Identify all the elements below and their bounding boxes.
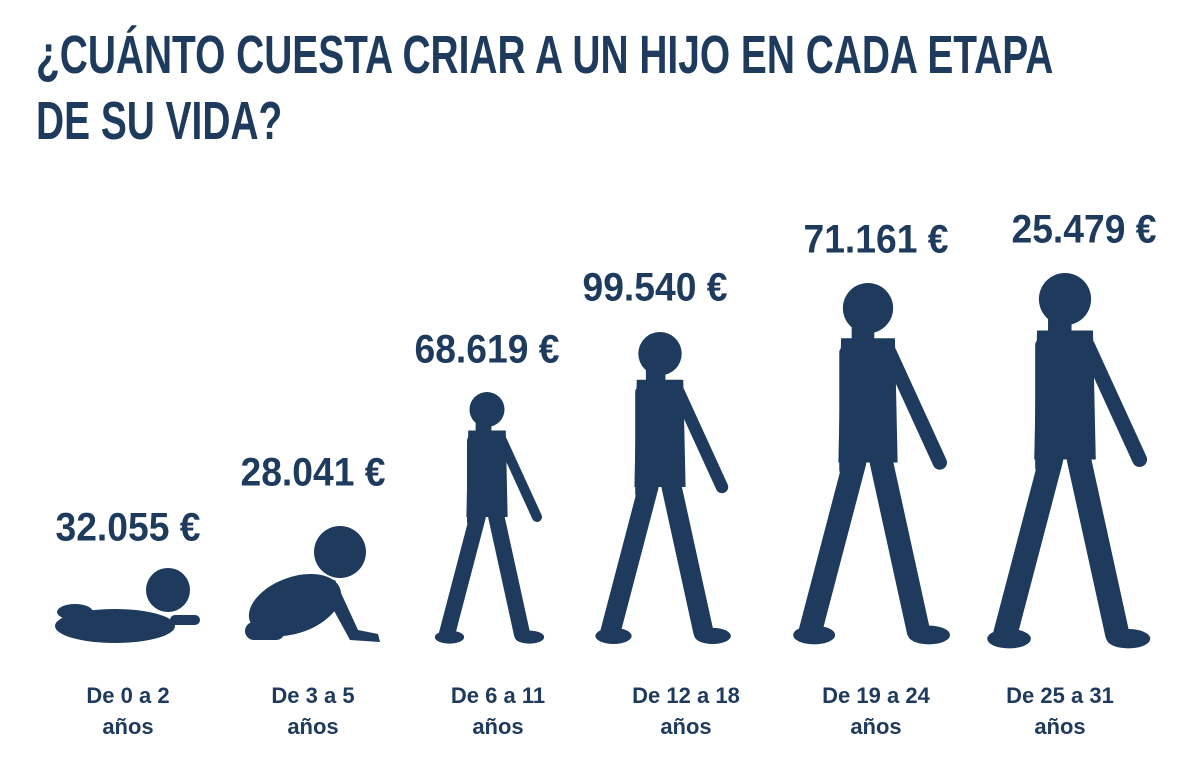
head [146,568,190,612]
silhouette [595,332,731,645]
leg [1066,447,1130,647]
leg [57,604,93,620]
leg [245,622,285,640]
stage-amount: 99.540 € [583,266,728,310]
stage-label: años [1034,714,1085,739]
stage-label: De 25 a 31 [1006,683,1114,708]
stage-label: De 19 a 24 [822,683,930,708]
stage-amount: 68.619 € [415,328,560,372]
silhouette [793,283,951,645]
head [314,526,366,578]
body [248,573,342,637]
arm [882,345,947,470]
leg [600,476,659,642]
silhouette [434,392,545,644]
stage-label: años [102,714,153,739]
stage-label: años [472,714,523,739]
stage-amount: 28.041 € [241,451,386,495]
arm [497,435,542,522]
stage-label: De 3 a 5 [271,683,354,708]
title-line: ¿CUÁNTO CUESTA CRIAR A UN HIJO EN CADA E… [36,25,1054,85]
stage-amount: 71.161 € [804,218,949,262]
silhouette [987,273,1151,649]
stage-label: De 0 a 2 [86,683,169,708]
foot [514,630,545,644]
arm [170,615,200,625]
title-line: DE SU VIDA? [36,91,283,151]
stage-label: años [660,714,711,739]
stage-amount: 25.479 € [1012,208,1157,252]
foot [908,625,951,645]
baby-lying [55,568,200,643]
arm [320,580,380,642]
arm [1079,337,1148,467]
leg [438,508,486,642]
leg [798,450,867,643]
foot [793,625,836,645]
arm [672,385,729,494]
stage-label: años [287,714,338,739]
leg [661,476,714,642]
foot [595,627,632,645]
stage-label: De 6 a 11 [451,683,545,708]
foot [987,629,1031,649]
stage-label: De 12 a 18 [632,683,740,708]
stage-amount: 32.055 € [56,506,201,550]
stage-label: años [850,714,901,739]
leg [488,508,531,642]
foot [434,630,465,644]
baby-crawling [245,526,380,642]
foot [694,627,731,645]
leg [993,447,1064,647]
foot [1106,629,1151,649]
leg [869,450,930,643]
